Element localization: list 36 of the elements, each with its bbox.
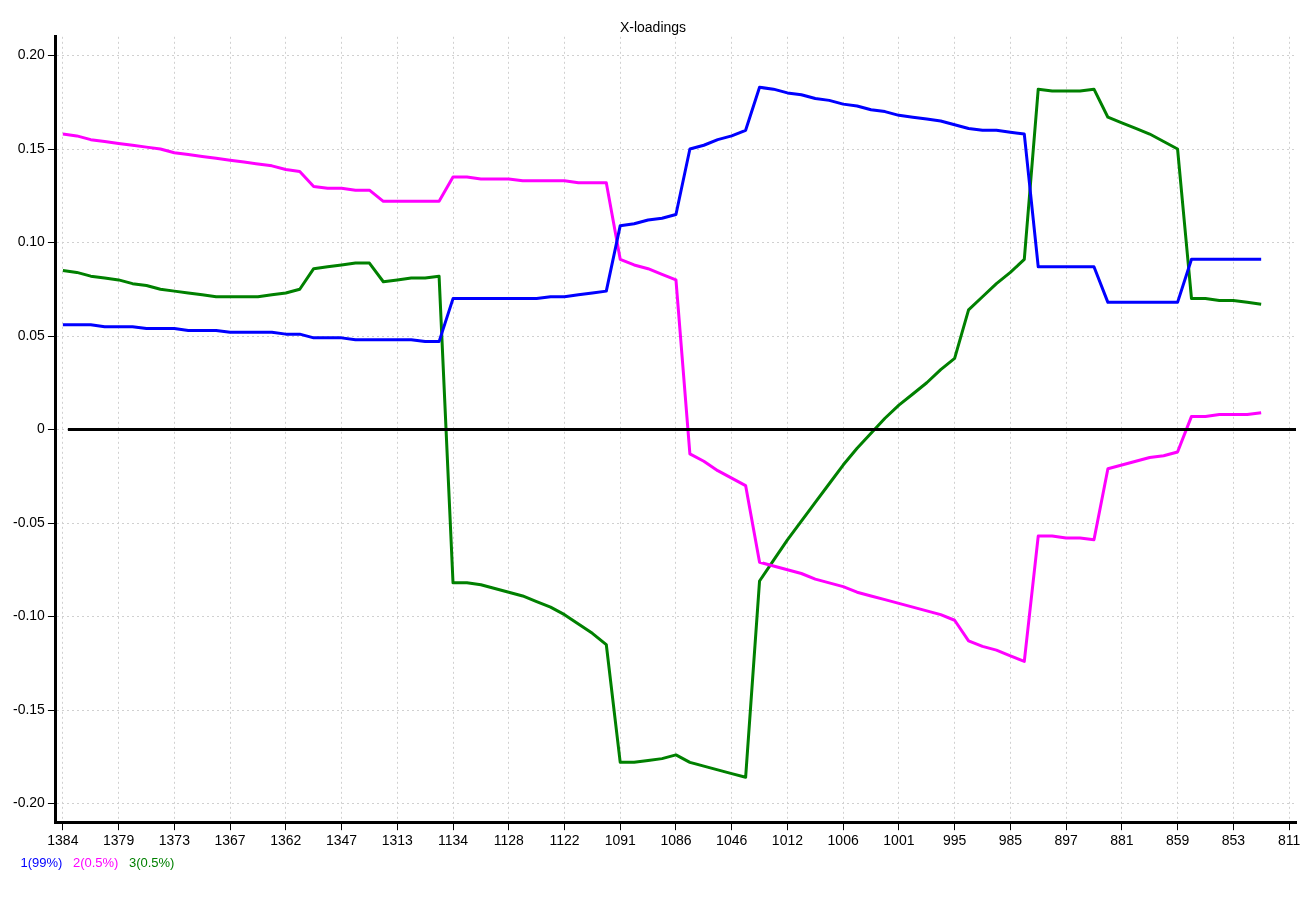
- x-tick-label: 1134: [437, 832, 469, 849]
- y-tick-label: 0.10: [17, 233, 46, 250]
- y-tick-label: -0.05: [12, 513, 46, 530]
- x-tick-label: 1128: [493, 832, 525, 849]
- x-tick-label: 1313: [381, 832, 414, 849]
- x-tick-label: 1012: [771, 832, 804, 849]
- y-tick-label: 0: [37, 420, 46, 437]
- x-tick-label: 881: [1110, 832, 1134, 849]
- x-tick-label: 1379: [103, 832, 135, 849]
- x-tick-label: 1086: [660, 832, 692, 849]
- x-tick-label: 1362: [270, 832, 302, 849]
- x-tick-label: 811: [1277, 832, 1301, 849]
- x-tick-label: 1091: [604, 832, 636, 849]
- y-tick-label: -0.15: [12, 700, 46, 717]
- text: 2(0.5%): [72, 855, 119, 871]
- chart-title: X-loadings: [619, 19, 687, 36]
- x-tick-label: 853: [1221, 832, 1246, 849]
- x-tick-label: 1384: [47, 832, 79, 849]
- x-tick-label: 1367: [214, 832, 246, 849]
- x-tick-label: 1122: [549, 832, 580, 849]
- x-tick-label: 995: [942, 832, 967, 849]
- text: 3(0.5%): [128, 855, 175, 871]
- x-tick-label: 1347: [325, 832, 358, 849]
- x-tick-label: 1046: [716, 832, 748, 849]
- x-tick-label: 1001: [883, 832, 915, 849]
- y-tick-label: 0.15: [17, 139, 46, 156]
- x-tick-label: 897: [1054, 832, 1078, 849]
- x-tick-label: 985: [998, 832, 1023, 849]
- text: 1(99%): [20, 855, 63, 871]
- y-tick-label: -0.20: [12, 794, 46, 811]
- x-tick-label: 859: [1165, 832, 1190, 849]
- x-tick-label: 1373: [158, 832, 191, 849]
- y-tick-label: 0.05: [17, 326, 46, 343]
- y-tick-label: -0.10: [12, 607, 46, 624]
- x-tick-label: 1006: [827, 832, 859, 849]
- y-tick-label: 0.20: [17, 46, 46, 63]
